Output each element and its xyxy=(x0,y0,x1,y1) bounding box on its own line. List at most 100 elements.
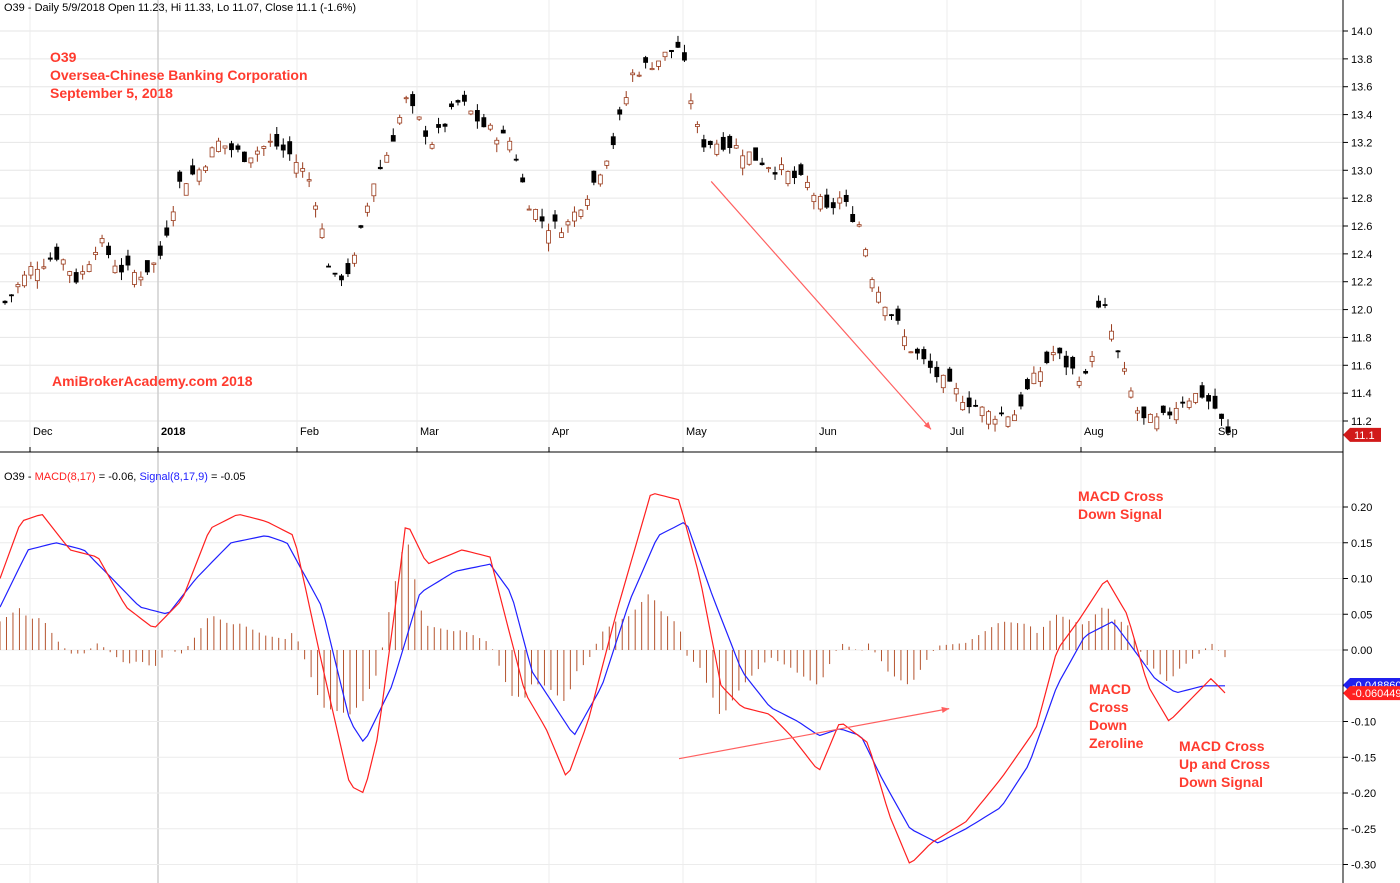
candle-body xyxy=(999,412,1004,415)
macd-y-tick-label: -0.25 xyxy=(1351,824,1376,836)
candle-body xyxy=(876,291,881,303)
candle-body xyxy=(513,158,519,161)
candle-body xyxy=(597,174,603,185)
candle-body xyxy=(384,154,390,163)
macd-histogram xyxy=(0,544,1226,715)
candle-body xyxy=(902,336,907,347)
candle-body xyxy=(649,68,655,71)
price-y-tick-label: 13.6 xyxy=(1351,82,1372,94)
candle-body xyxy=(1005,416,1011,427)
candle-body xyxy=(190,165,196,175)
annotation-cross-down-zero-3: Down xyxy=(1089,717,1127,733)
candle-body xyxy=(1109,330,1114,340)
price-x-tick-label: Feb xyxy=(300,426,319,438)
candle-body xyxy=(714,143,720,155)
candle-body xyxy=(986,411,991,425)
candle-body xyxy=(966,397,972,408)
candle-body xyxy=(164,227,170,236)
candle-body xyxy=(869,279,875,289)
candle-body xyxy=(1096,300,1101,308)
candle-body xyxy=(274,133,280,147)
candle-body xyxy=(170,211,176,221)
candle-body xyxy=(196,169,202,182)
candle-body xyxy=(895,308,901,321)
candle-body xyxy=(565,221,571,226)
candle-body xyxy=(1031,372,1037,385)
candle-body xyxy=(157,245,163,256)
macd-gridlines xyxy=(0,506,1343,865)
candle-body xyxy=(144,260,150,273)
candle-body xyxy=(455,100,461,103)
candle-body xyxy=(468,110,474,115)
candle-body xyxy=(1018,394,1024,407)
candle-body xyxy=(397,117,403,124)
candle-body xyxy=(313,205,319,210)
title-line-3: September 5, 2018 xyxy=(50,85,173,101)
signal-line xyxy=(0,521,1225,844)
candle-body xyxy=(526,208,532,211)
candle-body xyxy=(138,276,144,281)
candle-body xyxy=(203,166,208,171)
annotation-cross-down-zero-1: MACD xyxy=(1089,681,1131,697)
candle-body xyxy=(746,151,752,165)
candle-body xyxy=(1180,401,1186,404)
candle-body xyxy=(578,209,584,217)
candle-body xyxy=(953,387,959,395)
candle-body xyxy=(1102,304,1108,306)
candle-body xyxy=(856,224,862,227)
candle-body xyxy=(520,177,526,183)
candle-body xyxy=(804,181,810,188)
candle-body xyxy=(28,266,34,276)
annotation-cross-up-down-2: Up and Cross xyxy=(1179,756,1270,772)
candle-body xyxy=(559,232,564,238)
macd-value-badge: -0.060449 xyxy=(1343,686,1400,701)
title-line-2: Oversea-Chinese Banking Corporation xyxy=(50,67,308,83)
price-x-tick-label: 2018 xyxy=(161,426,185,438)
candle-body xyxy=(34,268,40,282)
candle-body xyxy=(1193,393,1199,403)
candle-body xyxy=(740,155,746,169)
macd-y-tick-label: 0.10 xyxy=(1351,574,1372,586)
candle-body xyxy=(352,254,357,264)
title-line-1: O39 xyxy=(50,49,77,65)
candle-body xyxy=(229,143,234,151)
price-y-tick-label: 11.6 xyxy=(1351,360,1372,372)
candle-body xyxy=(772,172,778,175)
candle-body xyxy=(785,171,791,185)
candle-body xyxy=(688,100,694,105)
candle-body xyxy=(539,216,545,222)
candle-body xyxy=(416,116,422,120)
candle-body xyxy=(1173,407,1179,421)
macd-header-signal-value: = -0.05 xyxy=(208,471,246,483)
candle-body xyxy=(572,211,577,222)
candle-body xyxy=(604,160,610,166)
candle-body xyxy=(216,140,221,152)
price-y-tick-label: 12.8 xyxy=(1351,193,1372,205)
candle-body xyxy=(254,150,260,155)
candle-body xyxy=(973,404,979,407)
candle-body xyxy=(656,60,661,67)
candle-body xyxy=(390,135,396,142)
macd-header-signal-label: Signal(8,17,9) xyxy=(139,471,208,483)
candle-body xyxy=(60,259,66,265)
candle-body xyxy=(960,402,966,411)
candle-body xyxy=(300,168,306,172)
price-y-tick-label: 13.4 xyxy=(1351,110,1372,122)
candle-body xyxy=(423,130,429,137)
candle-body xyxy=(462,94,467,102)
price-y-tick-label: 11.4 xyxy=(1351,388,1372,400)
last-price-label: 11.1 xyxy=(1354,430,1375,442)
candle-body xyxy=(177,171,183,182)
candle-body xyxy=(908,351,914,354)
candle-body xyxy=(449,103,454,108)
candle-body xyxy=(630,72,636,76)
macd-y-tick-label: -0.20 xyxy=(1351,788,1376,800)
candle-body xyxy=(332,272,338,275)
candle-body xyxy=(1012,414,1017,422)
candle-body xyxy=(1128,390,1134,398)
candle-body xyxy=(1044,351,1050,364)
candle-body xyxy=(429,144,435,149)
candle-body xyxy=(235,145,241,150)
candle-body xyxy=(584,198,590,206)
candle-body xyxy=(267,140,273,143)
